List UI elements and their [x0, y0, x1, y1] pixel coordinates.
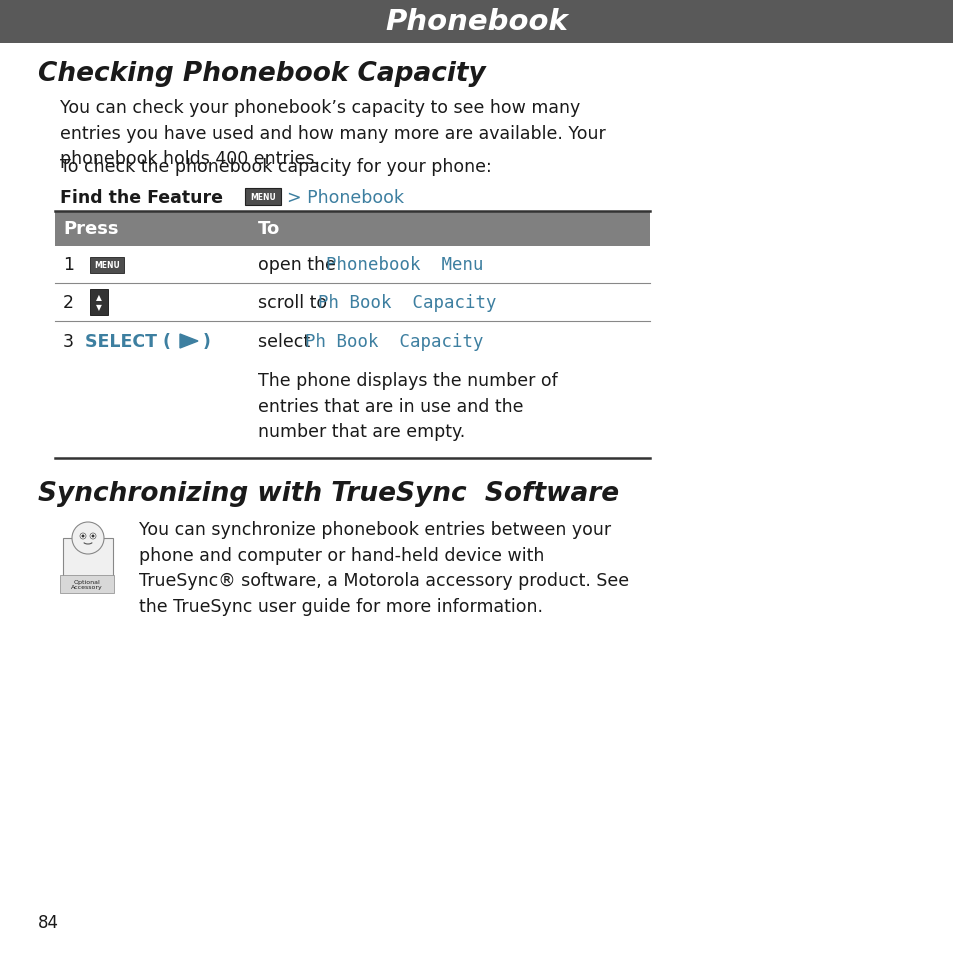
Text: Find the Feature: Find the Feature	[60, 189, 223, 207]
Text: select: select	[257, 333, 315, 351]
Text: ▼: ▼	[96, 303, 102, 313]
Circle shape	[91, 535, 94, 537]
Bar	[245, 189, 281, 205]
Circle shape	[90, 534, 96, 539]
Text: 3: 3	[63, 333, 74, 351]
Text: Checking Phonebook Capacity: Checking Phonebook Capacity	[38, 61, 485, 87]
Text: scroll to: scroll to	[257, 294, 333, 312]
Circle shape	[81, 535, 85, 537]
Text: Phonebook: Phonebook	[385, 8, 568, 36]
Polygon shape	[180, 335, 198, 349]
Text: You can synchronize phonebook entries between your
phone and computer or hand-he: You can synchronize phonebook entries be…	[139, 520, 628, 616]
Bar	[60, 576, 113, 594]
Text: Ph Book  Capacity: Ph Book Capacity	[305, 333, 483, 351]
Text: ▲: ▲	[96, 294, 102, 302]
Text: MENU: MENU	[250, 193, 275, 201]
Text: Ph Book  Capacity: Ph Book Capacity	[317, 294, 496, 312]
Text: Press: Press	[63, 220, 118, 238]
Bar	[55, 212, 649, 247]
Circle shape	[71, 522, 104, 555]
Bar	[90, 290, 108, 315]
Text: open the: open the	[257, 256, 341, 274]
Text: To check the phonebook capacity for your phone:: To check the phonebook capacity for your…	[60, 158, 491, 175]
Circle shape	[80, 534, 86, 539]
Text: To: To	[257, 220, 280, 238]
Bar	[63, 538, 112, 577]
Text: MENU: MENU	[94, 261, 120, 270]
Text: You can check your phonebook’s capacity to see how many
entries you have used an: You can check your phonebook’s capacity …	[60, 99, 605, 169]
Bar	[0, 0, 953, 44]
Text: SELECT (: SELECT (	[85, 333, 171, 351]
Text: Phonebook  Menu: Phonebook Menu	[326, 256, 483, 274]
Bar	[90, 257, 124, 274]
Text: Synchronizing with TrueSync  Software: Synchronizing with TrueSync Software	[38, 480, 618, 506]
Text: 2: 2	[63, 294, 74, 312]
Text: Optional
Accessory: Optional Accessory	[71, 579, 103, 590]
Text: 1: 1	[63, 256, 74, 274]
Text: ): )	[203, 333, 211, 351]
Text: The phone displays the number of
entries that are in use and the
number that are: The phone displays the number of entries…	[257, 372, 558, 441]
Text: 84: 84	[38, 913, 59, 931]
Text: > Phonebook: > Phonebook	[287, 189, 403, 207]
